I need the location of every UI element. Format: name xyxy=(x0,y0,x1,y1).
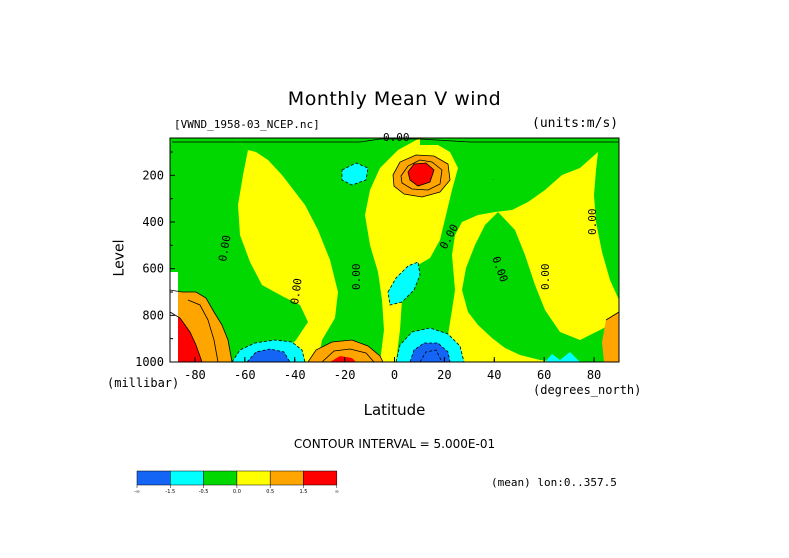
contour-line-equatorial-low-2 xyxy=(409,342,451,362)
fill-green-band-east xyxy=(396,138,619,362)
y-tick-label: 400 xyxy=(142,215,164,229)
contour-line-equatorial-low-1 xyxy=(395,327,465,362)
fill-red-upper-max xyxy=(408,163,434,186)
y-tick-label: 200 xyxy=(142,168,164,182)
contour-line-group xyxy=(170,138,619,362)
contour-label-1: 0.00 xyxy=(216,234,233,262)
contour-interval-label: CONTOUR INTERVAL = 5.000E-01 xyxy=(293,437,496,451)
x-tick-label: -80 xyxy=(184,368,206,382)
x-tick-label: 40 xyxy=(487,368,501,382)
contour-label-7: 0.00 xyxy=(586,209,599,236)
contour-line-southern-low-4 xyxy=(246,348,291,362)
contour-line-polar-south-2 xyxy=(170,311,203,362)
y-tick-label: 800 xyxy=(142,308,164,322)
mean-label: (mean) lon:0..357.5 xyxy=(491,476,617,489)
x-unit-label: (degrees_north) xyxy=(533,383,642,397)
contour-line-northern-edge xyxy=(605,311,619,321)
contour-line-southern-low-3 xyxy=(231,339,306,362)
colorbar-label: 0.0 xyxy=(233,489,241,495)
x-tick-group: -80 -60 -40 -20 0 20 40 60 80 xyxy=(184,357,601,382)
colorbar-swatch xyxy=(203,470,238,486)
y-tick-group: 200 400 600 800 1000 xyxy=(135,151,175,369)
fill-red-southern-low xyxy=(330,356,356,362)
contour-line-equatorial-low-3 xyxy=(419,349,443,362)
fill-green-band-polar-north xyxy=(594,152,619,300)
contour-line-upper-min xyxy=(341,162,369,186)
x-tick-label: -20 xyxy=(334,368,356,382)
contour-line-upper-max-3 xyxy=(407,162,435,187)
x-tick-label: 60 xyxy=(537,368,551,382)
x-tick-label: 80 xyxy=(587,368,601,382)
contour-label-2: 0.00 xyxy=(288,277,305,305)
colorbar-swatch xyxy=(303,470,338,486)
contour-line-midlevel-min xyxy=(387,261,421,306)
fill-green-band-northeast xyxy=(462,212,619,362)
colorbar-swatch xyxy=(236,470,271,486)
x-tick-label: -60 xyxy=(234,368,256,382)
fill-orange-northern-edge xyxy=(602,312,619,362)
y-unit-label: (millibar) xyxy=(107,376,180,390)
colorbar-swatch xyxy=(136,470,171,486)
contour-line-upper-max-1 xyxy=(392,154,451,198)
chart-title: Monthly Mean V wind xyxy=(287,88,502,110)
colorbar-swatch xyxy=(170,470,204,486)
x-tick-label: -40 xyxy=(284,368,306,382)
colorbar-label: -1.5 xyxy=(165,489,175,495)
fill-cyan-midlevel xyxy=(388,262,420,305)
colorbar-label: ∞ xyxy=(335,489,339,495)
contour-line-polar-south-3 xyxy=(187,299,219,362)
contour-label-3: 0.00 xyxy=(350,264,363,291)
colorbar-label: -0.5 xyxy=(199,489,209,495)
contour-line-southern-low-2 xyxy=(321,348,375,362)
contour-line-southern-low-1 xyxy=(307,339,384,362)
x-tick-label: 20 xyxy=(437,368,451,382)
contour-fill-group xyxy=(170,138,619,362)
contour-label-8: 0.00 xyxy=(492,179,495,181)
contour-line-polar-south-1 xyxy=(170,289,233,362)
fill-blue-southern-low xyxy=(247,349,290,362)
fill-green-band-central xyxy=(235,138,420,362)
missing-data-region xyxy=(170,272,178,362)
contour-line-top-zero xyxy=(172,138,619,143)
colorbar-label: 1.5 xyxy=(300,489,308,495)
colorbar: -∞ -1.5 -0.5 0.0 0.5 1.5 ∞ xyxy=(134,470,339,495)
fill-cyan-upper xyxy=(342,163,368,185)
colorbar-swatch xyxy=(269,470,304,486)
x-tick-label: 0 xyxy=(391,368,398,382)
units-label: (units:m/s) xyxy=(532,116,619,131)
dataset-label: [VWND_1958-03_NCEP.nc] xyxy=(174,118,320,131)
fill-orange-southern-low xyxy=(308,340,383,362)
fill-cyan-northern-low xyxy=(545,352,580,362)
contour-label-6: 0.00 xyxy=(539,264,552,291)
colorbar-label: 0.5 xyxy=(266,489,274,495)
y-tick-label: 600 xyxy=(142,262,164,276)
contour-line-upper-max-2 xyxy=(400,159,443,191)
colorbar-label: -∞ xyxy=(134,489,140,495)
y-tick-label: 1000 xyxy=(135,355,164,369)
x-axis-label: Latitude xyxy=(363,401,426,419)
